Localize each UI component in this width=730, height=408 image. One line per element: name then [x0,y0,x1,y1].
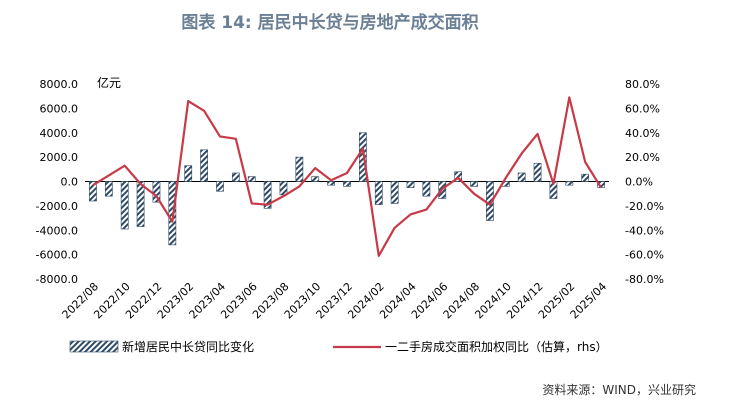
bar [533,162,542,182]
left-tick-label: -4000.0 [36,224,78,237]
bar [120,181,129,230]
left-tick-label: -2000.0 [36,200,78,213]
left-tick-label: -6000.0 [36,249,78,262]
left-axis-unit: 亿元 [97,75,121,90]
left-tick-label: 4000.0 [40,127,79,140]
right-tick-label: -60.0% [625,249,664,262]
legend-bar-swatch [69,340,119,353]
right-tick-label: -40.0% [625,224,664,237]
line-series [92,96,602,257]
right-tick-label: 0.0% [625,176,653,189]
bar [247,176,256,182]
bar [343,181,351,187]
bar [152,181,161,203]
left-tick-label: 6000.0 [40,102,79,115]
bar [311,176,320,182]
left-tick-label: 2000.0 [40,151,79,164]
bar [279,181,288,196]
bar [200,149,208,182]
bar [565,181,574,186]
right-tick-label: 20.0% [625,151,660,164]
bar [327,181,335,186]
bar [263,181,272,209]
source-note: 资料来源：WIND，兴业研究 [542,383,696,397]
chart-title: 图表 14: 居民中长贷与房地产成交面积 [181,13,479,33]
bar [374,181,383,205]
bar [136,181,145,227]
bar [231,172,240,182]
bar [168,181,177,246]
bar [422,181,431,197]
legend-line-label: 一二手房成交面积加权同比（估算，rhs） [385,339,608,354]
bar [581,173,590,182]
right-tick-label: 60.0% [625,102,660,115]
legend-bar-label: 新增居民中长贷同比变化 [122,339,254,354]
bar-series [89,132,605,246]
axes: 8000.0 6000.0 4000.0 2000.0 0.0 -2000.0 -4000.… [36,78,664,321]
left-tick-label: 0.0 [61,176,79,189]
right-tick-label: 80.0% [625,78,660,91]
bar [454,171,463,182]
bar [390,181,399,204]
bar [89,181,97,202]
legend: 新增居民中长贷同比变化 一二手房成交面积加权同比（估算，rhs） [69,339,608,354]
left-tick-label: -8000.0 [36,273,78,286]
bar [295,156,304,182]
bar [470,181,478,187]
right-tick-label: 40.0% [625,127,660,140]
bar [517,172,526,182]
bar [406,181,415,188]
right-tick-label: -80.0% [625,273,664,286]
bar [104,181,113,197]
bar [216,181,224,192]
left-tick-label: 8000.0 [40,78,79,91]
bar [359,132,367,182]
right-tick-label: -20.0% [625,200,664,213]
bar [184,165,193,182]
